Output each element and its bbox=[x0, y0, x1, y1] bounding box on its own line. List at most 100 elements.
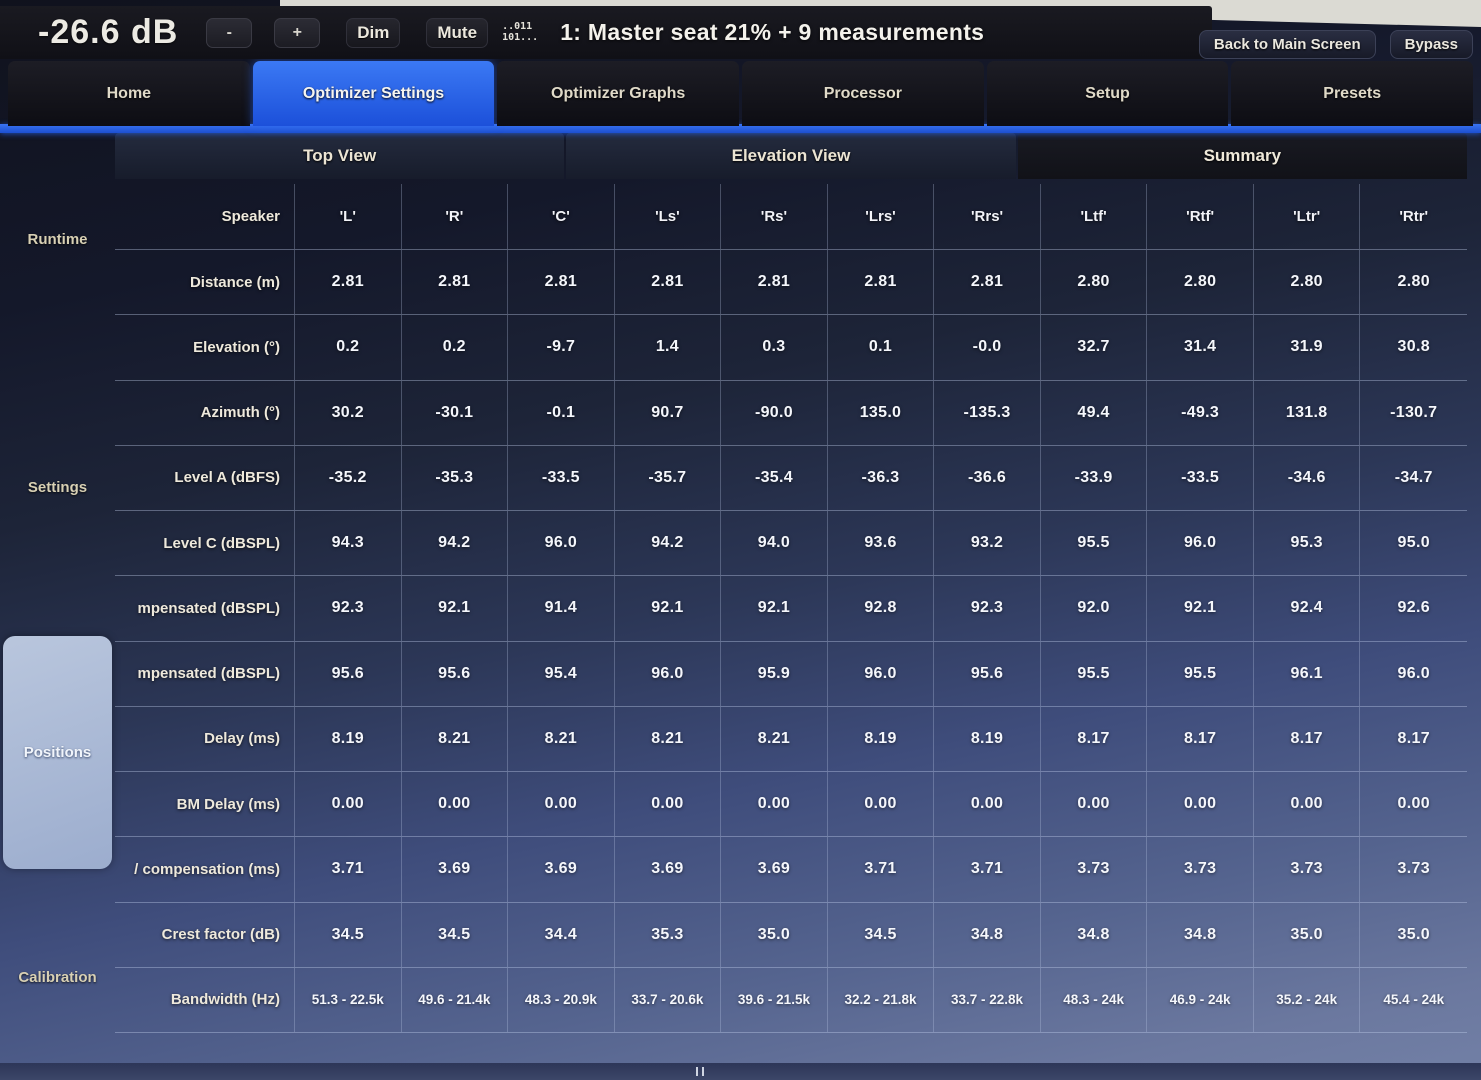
tab-processor[interactable]: Processor bbox=[742, 61, 984, 126]
sidebar-item-label: Calibration bbox=[18, 969, 97, 986]
table-row-distance-m: Distance (m) 2.81 2.81 2.81 2.81 2.81 2.81 2.81… bbox=[115, 250, 1467, 316]
value-cell: 2.80 bbox=[1147, 250, 1254, 315]
row-label: Crest factor (dB) bbox=[115, 902, 295, 967]
value-cell: 90.7 bbox=[615, 380, 722, 445]
value-cell: 95.6 bbox=[295, 641, 402, 706]
tab-underline bbox=[0, 124, 1481, 133]
value-cell: 0.1 bbox=[828, 315, 935, 380]
volume-down-button[interactable]: - bbox=[206, 17, 253, 48]
value-cell: -9.7 bbox=[508, 315, 615, 380]
tab-home[interactable]: Home bbox=[8, 61, 250, 126]
value-cell: 35.0 bbox=[1254, 902, 1361, 967]
sidebar-item-runtime[interactable]: Runtime bbox=[3, 139, 112, 339]
column-header-rs: 'Rs' bbox=[721, 184, 828, 249]
value-cell: -35.2 bbox=[295, 445, 402, 510]
value-cell: 94.0 bbox=[721, 511, 828, 576]
value-cell: 95.6 bbox=[934, 641, 1041, 706]
tab-optimizer-graphs[interactable]: Optimizer Graphs bbox=[497, 61, 740, 126]
subtab-elevation-view[interactable]: Elevation View bbox=[566, 133, 1016, 179]
column-header-rtf: 'Rtf' bbox=[1147, 184, 1254, 249]
value-cell: 92.3 bbox=[934, 576, 1041, 641]
mute-button[interactable]: Mute bbox=[426, 17, 489, 48]
value-cell: 33.7 - 20.6k bbox=[615, 967, 722, 1032]
column-header-ltr: 'Ltr' bbox=[1254, 184, 1361, 249]
value-cell: 30.8 bbox=[1397, 338, 1430, 356]
sidebar-item-positions[interactable]: Positions bbox=[3, 636, 112, 869]
value-cell: 95.5 bbox=[1041, 511, 1148, 576]
column-header-rrs: 'Rrs' bbox=[934, 184, 1041, 249]
value-cell: 2.81 bbox=[934, 250, 1041, 315]
row-label: Azimuth (°) bbox=[115, 380, 295, 445]
value-cell: 0.00 bbox=[402, 772, 509, 837]
table-row-mpensated-dbspl: mpensated (dBSPL) 92.3 92.1 91.4 92.1 92.1 92.… bbox=[115, 576, 1467, 642]
sidebar-item-label: Runtime bbox=[27, 230, 88, 248]
value-cell: 94.3 bbox=[295, 511, 402, 576]
column-header-ltf: 'Ltf' bbox=[1041, 184, 1148, 249]
view-subtabs: Top View Elevation View Summary bbox=[115, 133, 1467, 179]
sidebar-item-settings[interactable]: Settings bbox=[3, 351, 112, 624]
subtab-top-view[interactable]: Top View bbox=[115, 133, 565, 179]
value-cell: 49.6 - 21.4k bbox=[402, 967, 509, 1032]
table-row-level-a-dbfs: Level A (dBFS) -35.2 -35.3 -33.5 -35.7 -35.4 -… bbox=[115, 445, 1467, 511]
sidebar-item-calibration[interactable]: Calibration bbox=[3, 881, 112, 1074]
value-cell: -36.6 bbox=[934, 445, 1041, 510]
back-to-main-screen-button[interactable]: Back to Main Screen bbox=[1198, 30, 1376, 59]
value-cell: 48.3 - 24k bbox=[1041, 967, 1148, 1032]
value-cell: 0.00 bbox=[508, 772, 615, 837]
value-cell: 3.71 bbox=[934, 837, 1041, 902]
value-cell: 35.2 - 24k bbox=[1254, 967, 1361, 1032]
value-cell: 8.17 bbox=[1254, 706, 1361, 771]
master-volume-readout: -26.6 dB bbox=[38, 13, 179, 51]
value-cell: 0.3 bbox=[721, 315, 828, 380]
sidebar-item-label: Positions bbox=[23, 744, 92, 761]
value-cell: 93.2 bbox=[934, 511, 1041, 576]
value-cell: 3.69 bbox=[508, 837, 615, 902]
column-header-c: 'C' bbox=[508, 184, 615, 249]
value-cell: -35.4 bbox=[721, 445, 828, 510]
value-cell: 2.81 bbox=[615, 250, 722, 315]
table-header-row: Speaker 'L' 'R' 'C' 'Ls' 'Rs' 'Lrs' 'Rrs' 'Ltf' '… bbox=[115, 184, 1467, 250]
table-row-crest-factor-db: Crest factor (dB) 34.5 34.5 34.4 35.3 35.0 34.… bbox=[115, 902, 1467, 968]
value-cell: 0.00 bbox=[1147, 772, 1254, 837]
row-label: mpensated (dBSPL) bbox=[115, 576, 295, 641]
value-cell: 8.21 bbox=[615, 706, 722, 771]
value-cell: -35.3 bbox=[402, 445, 509, 510]
value-cell: 92.6 bbox=[1397, 599, 1430, 617]
subtab-summary[interactable]: Summary bbox=[1017, 133, 1467, 179]
value-cell: 92.1 bbox=[402, 576, 509, 641]
value-cell: -33.5 bbox=[1147, 445, 1254, 510]
dim-button[interactable]: Dim bbox=[346, 17, 401, 48]
tab-setup[interactable]: Setup bbox=[986, 61, 1229, 126]
value-cell: -0.0 bbox=[934, 315, 1041, 380]
bitstream-icon[interactable]: ..011 101... bbox=[502, 21, 539, 44]
speaker-summary-table: Speaker 'L' 'R' 'C' 'Ls' 'Rs' 'Lrs' 'Rrs' 'Ltf' '… bbox=[115, 184, 1467, 1033]
value-cell: -35.7 bbox=[615, 445, 722, 510]
row-label: Level A (dBFS) bbox=[115, 445, 295, 510]
value-cell: 49.4 bbox=[1041, 380, 1148, 445]
value-cell: 8.21 bbox=[402, 706, 509, 771]
bitstream-icon-line2: 101... bbox=[502, 32, 539, 43]
value-cell: 96.0 bbox=[1147, 511, 1254, 576]
bypass-button[interactable]: Bypass bbox=[1389, 30, 1473, 59]
row-label: Bandwidth (Hz) bbox=[115, 967, 295, 1032]
value-cell: 96.0 bbox=[615, 641, 722, 706]
value-cell: 0.00 bbox=[828, 772, 935, 837]
value-cell: 2.81 bbox=[402, 250, 509, 315]
tab-presets[interactable]: Presets bbox=[1231, 61, 1474, 126]
value-cell: 32.7 bbox=[1041, 315, 1148, 380]
tab-optimizer-settings[interactable]: Optimizer Settings bbox=[252, 61, 495, 126]
value-cell: -33.9 bbox=[1041, 445, 1148, 510]
value-cell: 3.69 bbox=[721, 837, 828, 902]
value-cell: 8.21 bbox=[508, 706, 615, 771]
table-row-bm-delay-ms: BM Delay (ms) 0.00 0.00 0.00 0.00 0.00 0.00 0.0… bbox=[115, 772, 1467, 838]
value-cell: 0.2 bbox=[295, 315, 402, 380]
body-row: Runtime Settings Positions Calibration Top … bbox=[0, 133, 1481, 1080]
volume-up-button[interactable]: + bbox=[274, 17, 321, 48]
value-cell: 0.00 bbox=[1041, 772, 1148, 837]
value-cell: 0.00 bbox=[295, 772, 402, 837]
table-row-mpensated-dbspl: mpensated (dBSPL) 95.6 95.6 95.4 96.0 95.9 96.… bbox=[115, 641, 1467, 707]
value-cell: 31.9 bbox=[1254, 315, 1361, 380]
row-label: Elevation (°) bbox=[115, 315, 295, 380]
value-cell: 34.5 bbox=[828, 902, 935, 967]
row-label: Level C (dBSPL) bbox=[115, 511, 295, 576]
